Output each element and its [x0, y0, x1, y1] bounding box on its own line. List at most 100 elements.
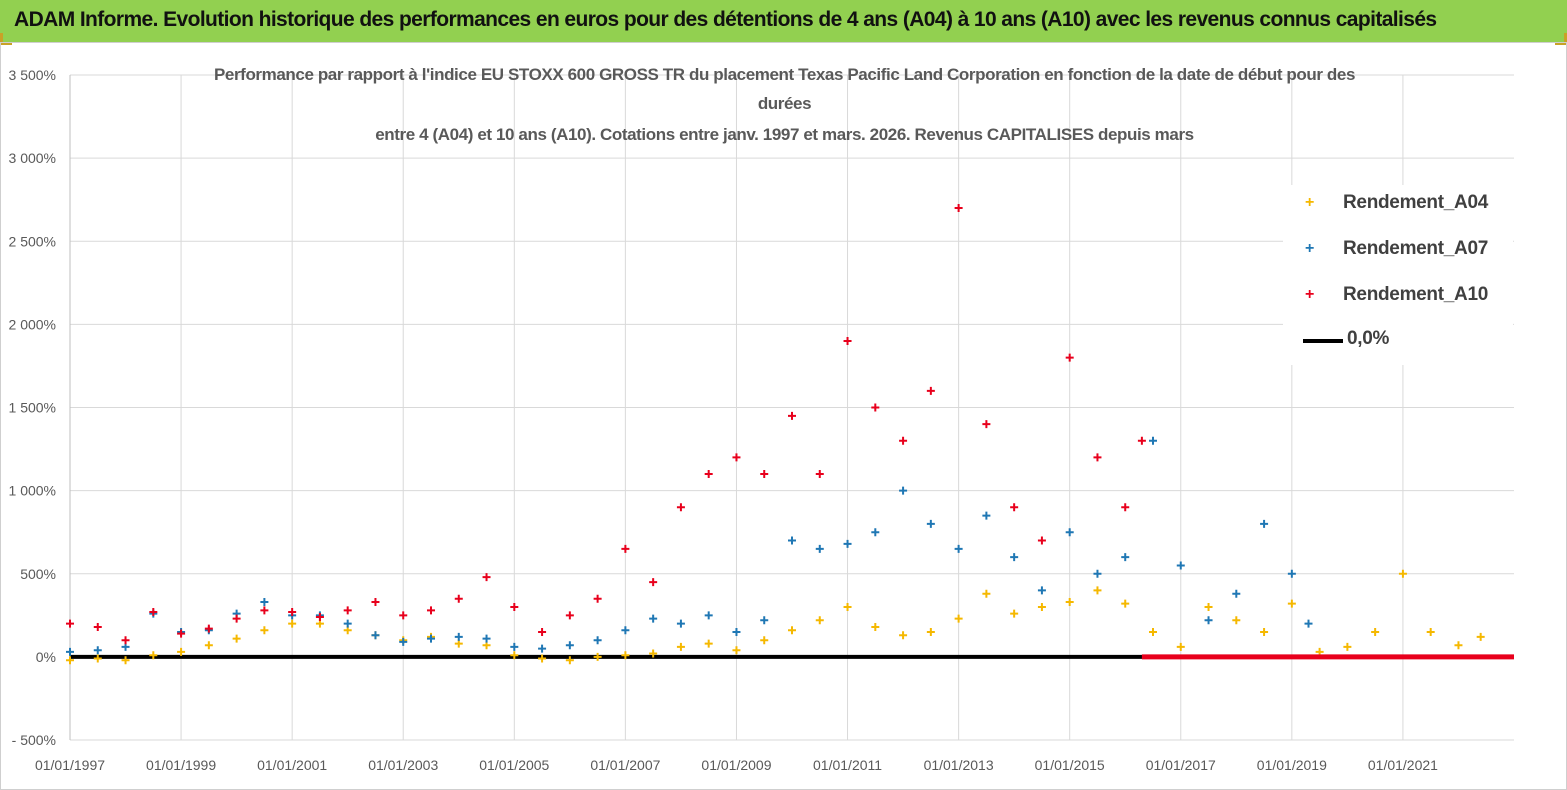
y-tick-label: 0%	[36, 649, 56, 665]
plus-marker-icon: +	[1305, 194, 1315, 211]
point-rendement-a10	[204, 624, 213, 633]
point-rendement-a04	[1121, 599, 1130, 608]
x-tick-label: 01/01/2015	[1035, 757, 1105, 773]
point-rendement-a10	[1065, 353, 1074, 362]
point-rendement-a10	[399, 611, 408, 620]
legend-item-a07: + Rendement_A07	[1283, 238, 1513, 262]
point-rendement-a04	[649, 649, 658, 658]
point-rendement-a04	[1476, 632, 1485, 641]
point-rendement-a04	[288, 619, 297, 628]
point-rendement-a07	[1065, 528, 1074, 537]
header-banner: ADAM Informe. Evolution historique des p…	[0, 0, 1567, 45]
point-rendement-a04	[1343, 642, 1352, 651]
point-rendement-a04	[760, 636, 769, 645]
chart-title-line-3: entre 4 (A04) et 10 ans (A10). Cotations…	[375, 125, 1194, 144]
y-tick-label: 3 000%	[9, 150, 56, 166]
x-tick-label: 01/01/2019	[1257, 757, 1327, 773]
x-tick-label: 01/01/2009	[701, 757, 771, 773]
point-rendement-a04	[1398, 569, 1407, 578]
point-rendement-a04	[1287, 599, 1296, 608]
point-rendement-a07	[427, 634, 435, 643]
point-rendement-a10	[1093, 453, 1102, 462]
scatter-chart: - 500% 0% 500% 1 000% 1 500% 2 000% 2 500% 3 00…	[9, 67, 1514, 773]
point-rendement-a04	[510, 651, 519, 660]
legend-label-a10: Rendement_A10	[1343, 284, 1488, 305]
point-rendement-a10	[704, 470, 713, 478]
point-rendement-a04	[704, 639, 713, 648]
point-rendement-a04	[565, 656, 574, 665]
point-rendement-a10	[1010, 503, 1019, 512]
point-rendement-a07	[565, 641, 574, 650]
point-rendement-a10	[121, 636, 130, 645]
chart-title-line-1: Performance par rapport à l'indice EU ST…	[213, 65, 1356, 84]
y-tick-label: 1 500%	[9, 400, 56, 416]
legend-item-zero: 0,0%	[1283, 328, 1513, 352]
point-rendement-a10	[1137, 436, 1146, 445]
point-rendement-a07	[704, 611, 713, 620]
point-rendement-a04	[871, 622, 880, 631]
point-rendement-a07	[538, 644, 547, 653]
point-rendement-a07	[371, 631, 380, 640]
point-rendement-a07	[1304, 619, 1313, 628]
point-rendement-a07	[593, 636, 602, 645]
point-rendement-a10	[954, 204, 963, 212]
legend-label-zero: 0,0%	[1347, 328, 1390, 349]
x-tick-label: 01/01/2013	[924, 757, 994, 773]
point-rendement-a10	[871, 403, 880, 412]
point-rendement-a10	[232, 614, 241, 623]
point-rendement-a04	[1260, 627, 1269, 636]
point-rendement-a07	[1204, 616, 1213, 625]
plus-marker-icon: +	[1305, 286, 1315, 303]
point-rendement-a04	[732, 646, 741, 655]
point-rendement-a07	[482, 634, 491, 643]
point-rendement-a10	[371, 598, 380, 607]
point-rendement-a04	[1454, 641, 1463, 650]
point-rendement-a10	[1037, 536, 1046, 545]
point-rendement-a10	[288, 607, 297, 616]
x-tick-label: 01/01/1999	[146, 757, 216, 773]
point-rendement-a10	[926, 386, 935, 395]
x-tick-label: 01/01/2007	[590, 757, 660, 773]
point-rendement-a04	[788, 626, 796, 635]
point-rendement-a04	[621, 651, 630, 660]
point-rendement-a10	[760, 470, 769, 478]
point-rendement-a10	[66, 619, 74, 628]
point-rendement-a10	[843, 337, 852, 345]
point-rendement-a07	[1037, 586, 1046, 595]
y-tick-label: 500%	[20, 566, 56, 582]
point-rendement-a04	[1371, 627, 1380, 636]
point-rendement-a10	[788, 411, 796, 420]
point-rendement-a04	[232, 634, 241, 643]
point-rendement-a10	[565, 611, 574, 620]
point-rendement-a07	[815, 544, 824, 553]
chart-legend: + Rendement_A04 + Rendement_A07 + Rendem…	[1283, 185, 1513, 365]
point-rendement-a07	[926, 519, 935, 528]
point-rendement-a04	[676, 642, 685, 651]
point-rendement-a10	[482, 573, 491, 582]
point-rendement-a04	[899, 631, 908, 640]
point-rendement-a10	[149, 607, 158, 616]
point-rendement-a04	[121, 656, 130, 665]
point-rendement-a04	[1149, 627, 1157, 636]
point-rendement-a04	[815, 616, 824, 625]
y-tick-label: 3 500%	[9, 67, 56, 83]
point-rendement-a04	[260, 626, 269, 635]
point-rendement-a07	[621, 626, 630, 635]
chart-title-line-2: durées	[757, 94, 812, 113]
point-rendement-a07	[399, 637, 408, 646]
point-rendement-a07	[454, 632, 463, 641]
point-rendement-a04	[843, 603, 852, 611]
point-rendement-a10	[510, 603, 519, 611]
x-tick-label: 01/01/2021	[1368, 757, 1438, 773]
legend-label-a04: Rendement_A04	[1343, 192, 1488, 213]
corner-mark-top-left	[0, 33, 12, 45]
point-rendement-a10	[454, 594, 463, 603]
point-rendement-a10	[676, 503, 685, 512]
point-rendement-a07	[1260, 519, 1269, 528]
point-rendement-a04	[1093, 586, 1102, 595]
point-rendement-a04	[177, 647, 186, 656]
point-rendement-a07	[66, 647, 74, 656]
point-rendement-a07	[93, 646, 102, 655]
point-rendement-a10	[177, 629, 186, 638]
point-rendement-a07	[260, 598, 269, 607]
